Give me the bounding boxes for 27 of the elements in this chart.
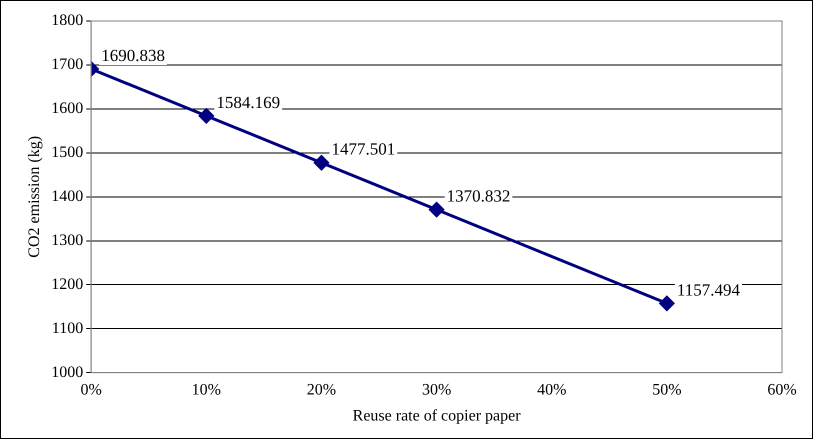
y-tick-label: 1700 <box>51 56 84 74</box>
y-tick-label: 1000 <box>51 364 84 381</box>
point <box>659 296 674 311</box>
y-axis-title: CO2 emission (kg) <box>26 136 43 258</box>
data-label: 1690.838 <box>101 46 165 65</box>
point <box>198 108 214 124</box>
y-tick-label: 1500 <box>51 144 84 162</box>
x-tick-label: 50% <box>652 381 682 398</box>
x-tick-label: 30% <box>422 381 452 398</box>
data-label: 1157.494 <box>676 280 740 300</box>
x-tick-label: 40% <box>537 381 566 398</box>
x-axis-title: Reuse rate of copier paper <box>352 408 522 425</box>
y-tick-label: 1800 <box>51 12 84 30</box>
data-label: 1370.832 <box>446 186 510 206</box>
x-tick-label: 60% <box>767 381 797 398</box>
y-tick-label: 1300 <box>51 232 84 249</box>
x-tick-label: 10% <box>192 381 221 398</box>
x-tick-label: 0% <box>80 381 102 398</box>
data-label: 1584.169 <box>216 92 280 112</box>
data-label: 1477.501 <box>331 140 396 159</box>
point <box>314 155 329 170</box>
x-tick-label: 20% <box>306 381 336 398</box>
point <box>429 202 444 218</box>
y-tick-label: 1400 <box>51 188 84 206</box>
y-tick-label: 1200 <box>51 276 84 293</box>
y-tick-label: 1600 <box>51 100 84 118</box>
y-tick-label: 1100 <box>52 320 84 337</box>
